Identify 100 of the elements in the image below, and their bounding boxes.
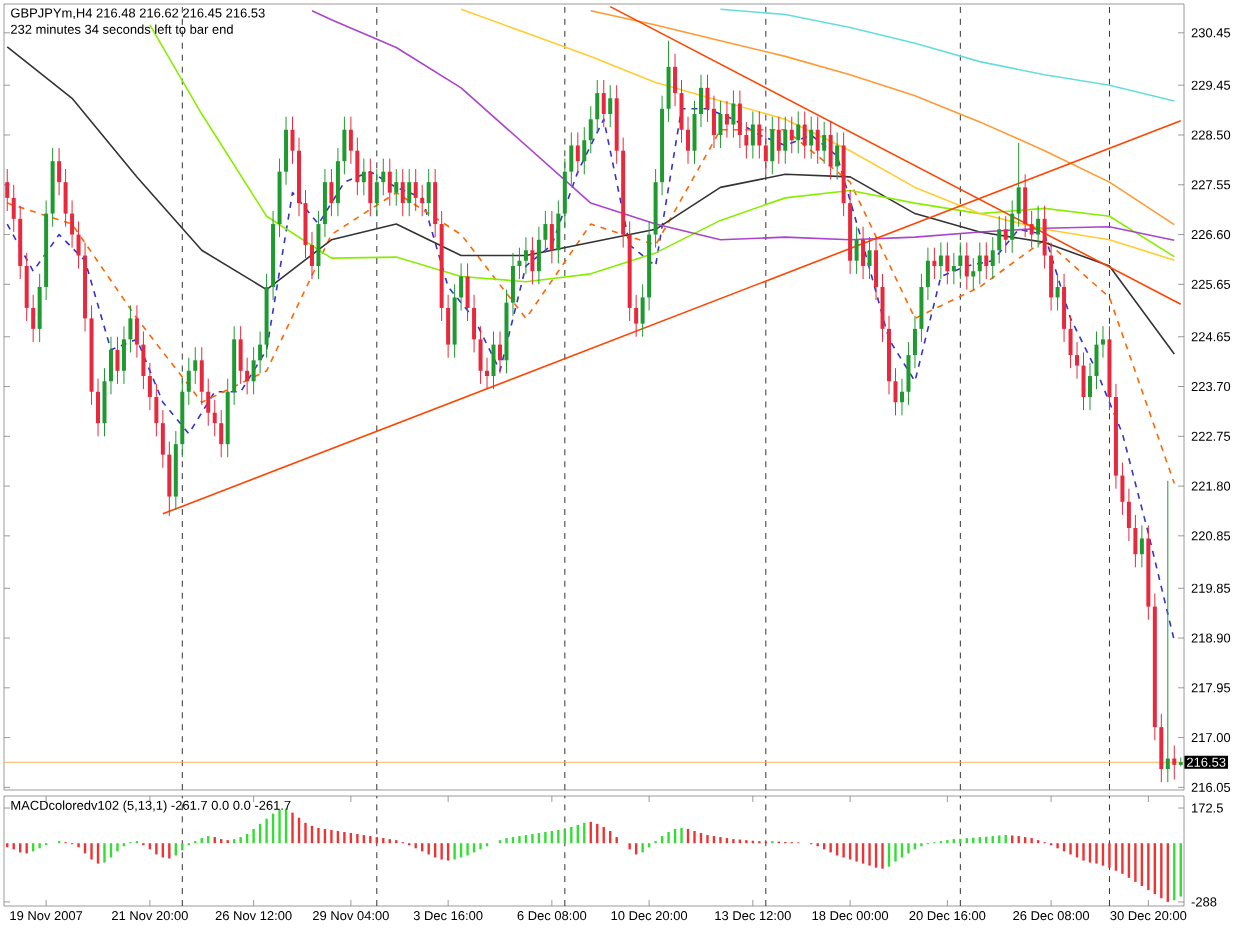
candlestick	[601, 79, 606, 128]
candlestick	[1010, 199, 1015, 254]
candlestick	[718, 100, 723, 149]
candlestick	[789, 116, 794, 154]
candlestick	[815, 116, 820, 165]
candlestick	[562, 158, 567, 228]
candlestick	[18, 205, 23, 280]
candlestick	[796, 110, 801, 154]
candlestick	[757, 110, 762, 160]
candlestick	[1172, 744, 1177, 781]
candlestick	[1023, 173, 1028, 238]
candlestick	[945, 241, 950, 285]
candlestick	[556, 199, 561, 264]
candlestick	[1036, 205, 1041, 249]
candlestick	[971, 257, 976, 291]
candlestick	[932, 247, 937, 280]
candlestick	[394, 168, 399, 207]
candlestick	[212, 399, 217, 437]
candlestick	[186, 357, 191, 406]
candlestick	[964, 241, 969, 291]
candlestick	[115, 336, 120, 385]
candlestick	[977, 241, 982, 285]
candlestick	[595, 79, 600, 133]
candlestick	[925, 247, 930, 301]
candlestick	[219, 409, 224, 458]
candlestick	[11, 184, 16, 233]
candlestick	[1029, 210, 1034, 249]
candlestick	[309, 231, 314, 280]
candlestick	[549, 210, 554, 264]
candlestick	[374, 168, 379, 217]
line-series	[589, 10, 1176, 226]
candlestick	[413, 168, 418, 212]
candlestick	[1159, 713, 1164, 783]
candlestick	[835, 131, 840, 181]
candlestick	[523, 236, 528, 275]
candlestick	[368, 158, 373, 217]
candlestick	[426, 168, 431, 217]
candlestick	[861, 226, 866, 280]
candlestick	[822, 121, 827, 165]
candlestick	[387, 158, 392, 207]
candlestick	[102, 367, 107, 437]
candlestick	[666, 40, 671, 123]
candlestick	[575, 131, 580, 175]
candlestick	[24, 252, 29, 322]
candlestick	[984, 241, 989, 280]
candlestick	[854, 226, 859, 275]
candlestick	[193, 346, 198, 385]
candlestick	[997, 215, 1002, 264]
candlestick	[400, 168, 405, 217]
candlestick	[121, 325, 126, 385]
candlestick	[776, 116, 781, 165]
candlestick	[5, 168, 10, 212]
candlestick	[938, 241, 943, 280]
candlestick	[750, 110, 755, 160]
candlestick	[57, 147, 62, 196]
candlestick	[433, 168, 438, 238]
candlestick	[673, 53, 678, 107]
candlestick	[737, 89, 742, 149]
candlestick	[316, 210, 321, 280]
candlestick	[1139, 524, 1144, 568]
candlestick	[530, 236, 535, 285]
candlestick	[199, 346, 204, 406]
candlestick	[1003, 215, 1008, 254]
candlestick	[1062, 273, 1067, 343]
candlestick	[491, 330, 496, 390]
candlestick	[990, 236, 995, 280]
candlestick	[951, 252, 956, 285]
candlestick	[608, 84, 613, 128]
candlestick	[329, 168, 334, 217]
candlestick	[731, 89, 736, 139]
candlestick	[258, 330, 263, 374]
candlestick	[705, 74, 710, 123]
candlestick	[536, 226, 541, 285]
candlestick	[724, 100, 729, 139]
candlestick	[763, 131, 768, 175]
candlestick	[1100, 325, 1105, 359]
candlestick	[497, 330, 502, 374]
candlestick	[711, 95, 716, 149]
candlestick	[1165, 480, 1170, 783]
candlestick	[958, 241, 963, 280]
candlestick	[407, 168, 412, 217]
candlestick	[770, 116, 775, 175]
candlestick	[510, 252, 515, 317]
candlestick	[809, 116, 814, 160]
line-series	[719, 8, 1176, 102]
candlestick	[31, 294, 36, 343]
candlestick	[1081, 351, 1086, 411]
candlestick	[206, 378, 211, 427]
candlestick	[569, 131, 574, 186]
candlestick	[478, 325, 483, 385]
candlestick	[582, 126, 587, 175]
candlestick	[802, 110, 807, 160]
candlestick	[867, 236, 872, 280]
candlestick	[420, 184, 425, 217]
candlestick	[1016, 142, 1021, 228]
candlestick	[381, 158, 386, 196]
candlestick	[361, 158, 366, 196]
candlestick	[588, 105, 593, 154]
candlestick	[322, 168, 327, 238]
candlestick	[828, 121, 833, 181]
